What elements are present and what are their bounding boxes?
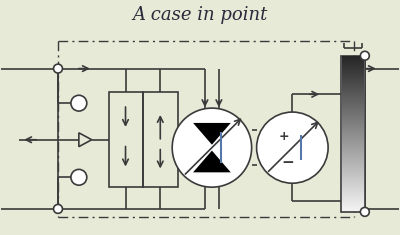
Circle shape [54, 64, 62, 73]
Circle shape [172, 108, 252, 187]
Circle shape [360, 51, 369, 60]
Circle shape [71, 169, 87, 185]
Text: +: + [279, 130, 290, 143]
Bar [143, 92, 178, 187]
Circle shape [71, 95, 87, 111]
Circle shape [257, 112, 328, 183]
Polygon shape [193, 123, 231, 145]
Polygon shape [193, 151, 231, 172]
Text: A case in point: A case in point [132, 6, 268, 24]
Bar [109, 92, 143, 187]
Text: −: − [281, 155, 294, 170]
Circle shape [360, 208, 369, 216]
Circle shape [54, 204, 62, 213]
Bar [341, 56, 365, 212]
